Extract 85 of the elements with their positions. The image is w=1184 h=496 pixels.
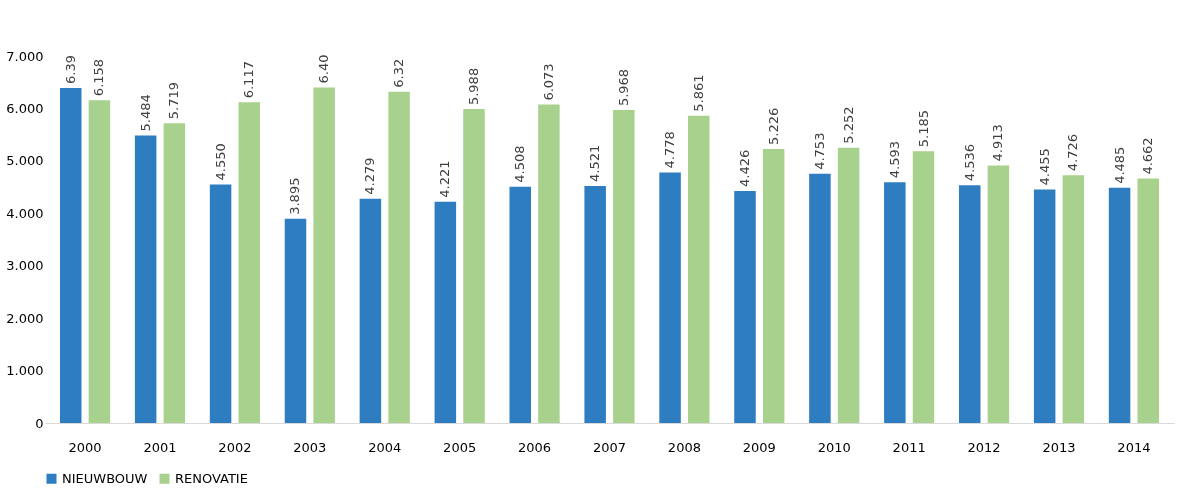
data-label: 6.32 [391, 58, 407, 88]
data-label: 6.40 [316, 54, 332, 84]
x-tick-label: 2014 [1117, 439, 1151, 455]
data-label: 4.521 [587, 144, 603, 182]
bar [509, 186, 531, 423]
x-tick-label: 2007 [592, 439, 627, 455]
bar [538, 104, 560, 423]
bar [912, 151, 935, 423]
data-label: 4.550 [212, 143, 228, 181]
bar [1137, 178, 1160, 423]
data-label: 4.778 [662, 131, 678, 169]
data-label: 4.455 [1036, 148, 1052, 186]
x-tick-label: 2011 [892, 439, 926, 455]
data-label: 4.426 [736, 149, 752, 187]
legend-label: NIEUWBOUW [62, 470, 148, 486]
x-tick-label: 2001 [143, 439, 177, 455]
data-label: 5.484 [137, 94, 153, 132]
x-tick-label: 2002 [218, 439, 252, 455]
x-tick-label: 2012 [967, 439, 1001, 455]
data-label: 4.508 [512, 145, 528, 183]
bar [1033, 189, 1056, 423]
x-tick-label: 2006 [518, 439, 552, 455]
bar [688, 115, 710, 423]
data-label: 4.279 [362, 157, 378, 195]
bar [284, 218, 307, 423]
bar [613, 110, 635, 423]
data-label: 4.593 [886, 140, 902, 179]
bar [238, 102, 261, 423]
y-tick-label: 5.000 [6, 153, 44, 169]
x-tick-label: 2003 [293, 439, 327, 455]
bar [584, 185, 606, 423]
data-label: 4.913 [990, 124, 1006, 162]
bar [659, 172, 681, 423]
bar [209, 184, 232, 423]
y-tick-label: 1.000 [6, 363, 44, 379]
data-label: 5.226 [765, 107, 781, 146]
x-tick-label: 2000 [68, 439, 102, 455]
data-label: 5.252 [840, 106, 856, 144]
bar [388, 91, 410, 423]
bar [762, 149, 785, 423]
y-tick-label: 7.000 [6, 48, 44, 64]
data-label: 5.185 [915, 109, 931, 148]
data-label: 5.968 [615, 68, 631, 107]
data-label: 6.158 [91, 58, 107, 97]
y-tick-label: 2.000 [6, 310, 44, 326]
x-tick-label: 2005 [443, 439, 477, 455]
x-tick-label: 2010 [817, 439, 851, 455]
data-label: 6.073 [540, 63, 556, 101]
data-label: 5.861 [690, 74, 706, 112]
x-tick-label: 2013 [1042, 439, 1076, 455]
bar [359, 198, 382, 423]
bar [59, 87, 82, 423]
bar [463, 109, 485, 423]
bar [313, 87, 335, 423]
bar [987, 165, 1010, 423]
data-label: 4.726 [1065, 134, 1081, 172]
data-label: 3.895 [287, 177, 303, 215]
bar [134, 135, 157, 423]
data-label: 5.719 [166, 81, 182, 120]
y-tick-label: 6.000 [6, 100, 44, 116]
bar [163, 123, 186, 423]
bar [434, 201, 457, 423]
bar [1108, 187, 1131, 423]
bar [88, 100, 111, 423]
bar [809, 173, 831, 423]
legend-label: RENOVATIE [175, 470, 248, 486]
bar [884, 182, 906, 423]
data-label: 4.753 [811, 132, 827, 170]
y-tick-label: 0 [35, 415, 44, 431]
y-tick-label: 4.000 [6, 205, 44, 221]
data-label: 4.485 [1111, 146, 1127, 184]
data-label: 4.662 [1140, 137, 1156, 175]
bar [1062, 175, 1085, 423]
data-label: 4.536 [961, 143, 977, 182]
x-tick-label: 2004 [368, 439, 402, 455]
data-label: 5.988 [466, 67, 482, 106]
data-label: 4.221 [437, 160, 453, 198]
bar [734, 190, 756, 423]
y-tick-label: 3.000 [6, 258, 44, 274]
data-label: 6.117 [241, 61, 257, 99]
bar [958, 185, 981, 423]
data-label: 6.39 [62, 55, 78, 84]
x-tick-label: 2009 [742, 439, 776, 455]
bar [837, 147, 860, 423]
x-tick-label: 2008 [667, 439, 701, 455]
